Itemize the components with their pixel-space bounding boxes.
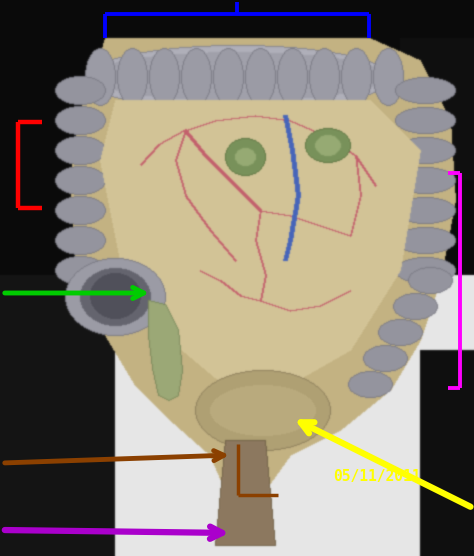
Text: 05/11/2011: 05/11/2011 xyxy=(333,469,420,484)
